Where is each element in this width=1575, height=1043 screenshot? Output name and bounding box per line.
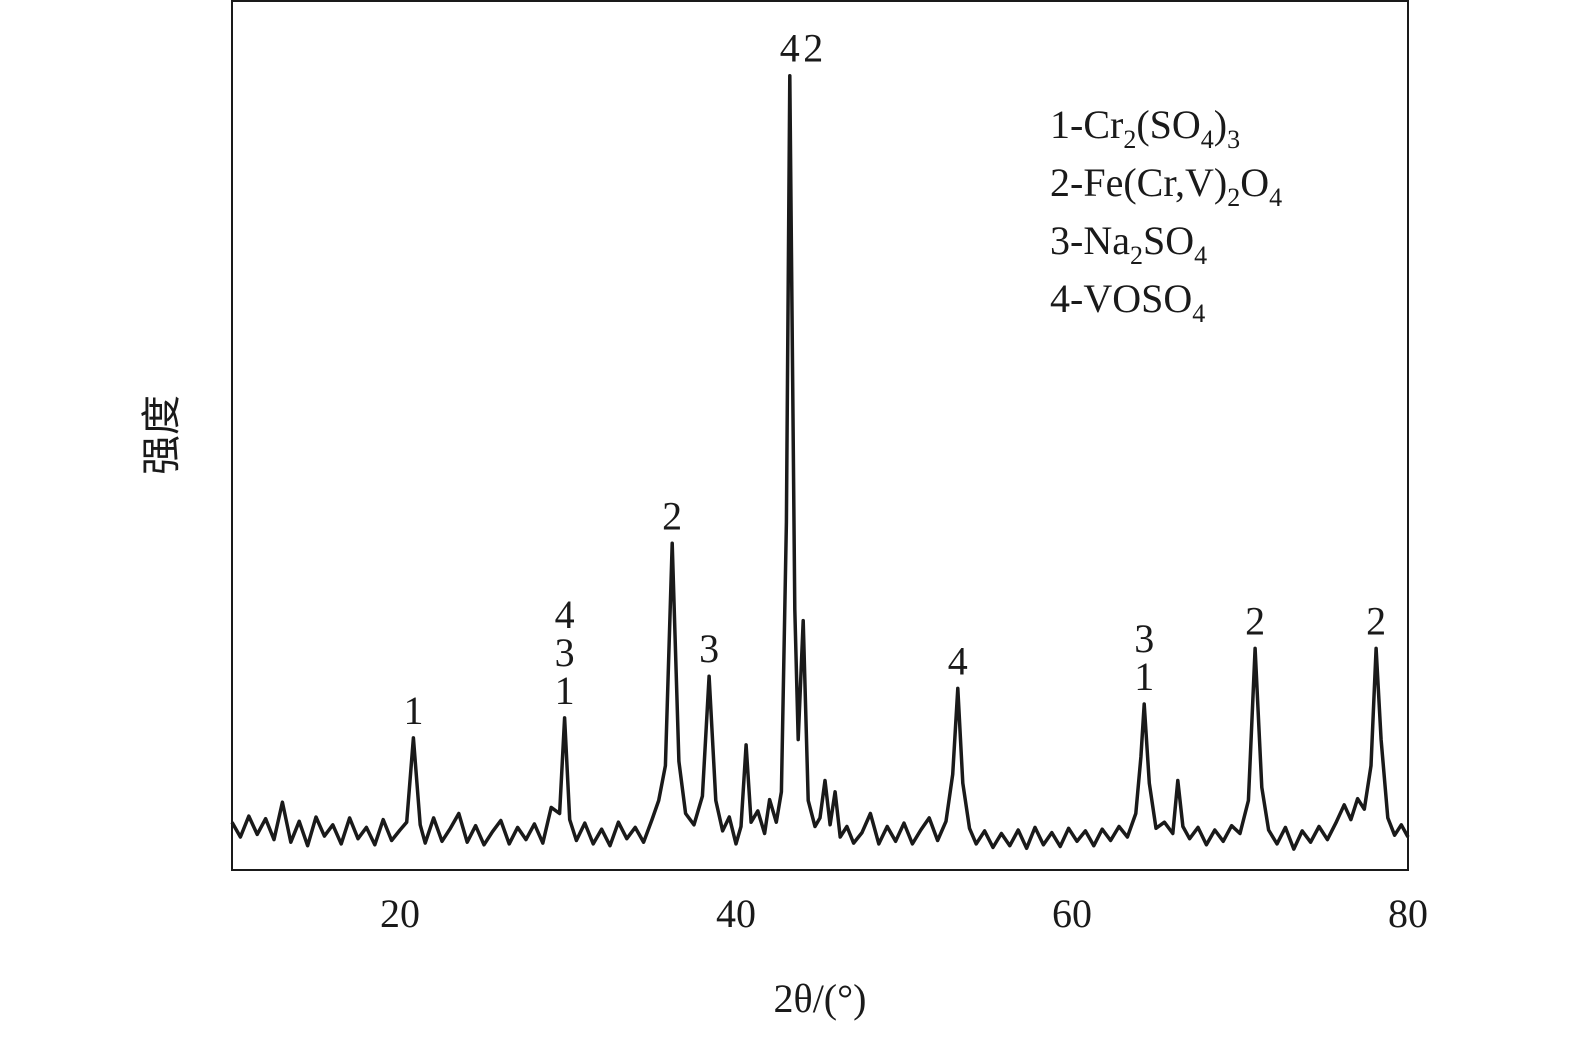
x-tick-label: 60 bbox=[1052, 891, 1092, 936]
plot-frame bbox=[231, 0, 1409, 871]
x-axis-label: 2θ/(°) bbox=[774, 976, 867, 1021]
peak-label: 4 bbox=[555, 592, 575, 637]
legend-entry: 1-Cr2(SO4)3 bbox=[1050, 102, 1240, 154]
peak-label: 1 bbox=[555, 668, 575, 713]
peak-label: 4 bbox=[948, 638, 968, 683]
data-line bbox=[230, 73, 1410, 851]
peak-label: 3 bbox=[1134, 616, 1154, 661]
x-tick-label: 20 bbox=[380, 891, 420, 936]
peak-label: 1 bbox=[403, 688, 423, 733]
peak-label: 2 bbox=[1245, 598, 1265, 643]
peak-label: 2 bbox=[803, 26, 823, 71]
peak-label: 3 bbox=[555, 630, 575, 675]
peak-label: 3 bbox=[699, 626, 719, 671]
peak-label: 4 bbox=[780, 26, 800, 71]
peak-label: 2 bbox=[1366, 598, 1386, 643]
legend-entry: 3-Na2SO4 bbox=[1050, 218, 1207, 270]
y-axis-label: 强度 bbox=[139, 395, 184, 475]
legend-entry: 4-VOSO4 bbox=[1050, 276, 1205, 328]
peak-label: 2 bbox=[662, 493, 682, 538]
x-tick-label: 80 bbox=[1388, 891, 1428, 936]
peak-label: 1 bbox=[1134, 654, 1154, 699]
x-tick-label: 40 bbox=[716, 891, 756, 936]
legend-entry: 2-Fe(Cr,V)2O4 bbox=[1050, 160, 1282, 212]
